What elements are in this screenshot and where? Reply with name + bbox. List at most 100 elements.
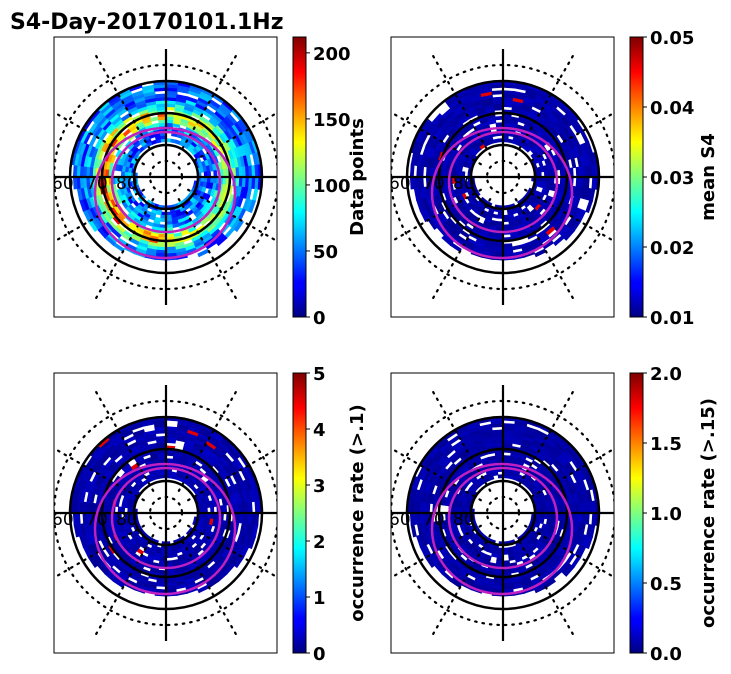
heat-cell: [234, 219, 245, 233]
dotted-meridian: [54, 188, 145, 243]
colorbar-tick-label: 3: [313, 476, 326, 497]
polar-panel-1: 60 70 80 0 50 100 150 200 Data points: [53, 36, 368, 329]
colorbar-tick-label: 0.02: [650, 238, 694, 259]
lat-label: 70: [423, 510, 445, 530]
lat-label: 60: [389, 174, 411, 194]
panel-content: 60 70 80: [54, 49, 277, 305]
colorbar: [629, 36, 644, 318]
heat-cell: [171, 552, 178, 558]
lat-label: 60: [52, 510, 74, 530]
heat-cell: [409, 512, 415, 526]
colorbar-tick-label: 1: [313, 588, 326, 609]
colorbar-label: occurrence rate (>.15): [698, 398, 719, 628]
dotted-meridian: [429, 198, 492, 303]
colorbar-tick-label: 0.03: [650, 168, 694, 189]
panel-content: 60 70 80: [389, 49, 614, 305]
panel-frame: [53, 36, 278, 318]
oval-boundary-outer: [93, 462, 237, 596]
dotted-meridian: [92, 534, 155, 639]
lat-label: 60: [389, 510, 411, 530]
heat-cell: [585, 199, 594, 214]
dotted-meridian: [187, 188, 277, 243]
heat-cell: [248, 535, 257, 550]
heat-cell: [441, 235, 453, 246]
heat-cell: [149, 116, 159, 122]
heat-cell: [585, 512, 590, 525]
heat-cell: [165, 426, 178, 431]
heat-cell: [570, 157, 577, 169]
oval-boundary-inner: [110, 466, 222, 570]
lat-label: 80: [116, 510, 138, 530]
dotted-meridian: [92, 51, 155, 156]
dotted-meridian: [92, 387, 155, 492]
colorbar-tick-label: 4: [313, 420, 326, 441]
heat-cell: [248, 501, 253, 514]
dotted-meridian: [391, 188, 482, 243]
colorbar: [292, 372, 307, 654]
colorbar-tick-label: 0: [313, 308, 326, 329]
colorbar-tick-label: 200: [313, 44, 351, 65]
dotted-meridian: [429, 387, 492, 492]
heat-cell: [222, 504, 228, 514]
dotted-meridian: [177, 534, 240, 639]
heat-cell: [409, 164, 415, 178]
oval-boundary-outer: [93, 126, 237, 260]
heat-cell: [248, 199, 257, 214]
lat-label: 70: [86, 510, 108, 530]
colorbar-label: Data points: [347, 118, 368, 236]
polar-panel-4: 60 70 80 0.0 0.5 1.0 1.5 2.0 occurrence rate (>.…: [389, 364, 719, 665]
polar-panel-2: 60 70 80 0.01 0.02 0.03 0.04 0.05 mean S4: [389, 28, 719, 329]
heat-cell: [416, 165, 421, 178]
heat-cell: [494, 115, 504, 121]
colorbar-tick-label: 0.0: [650, 644, 682, 665]
dotted-meridian: [177, 198, 240, 303]
heat-cell: [410, 524, 417, 538]
colorbar-tick-label: 0.05: [650, 28, 694, 49]
dotted-meridian: [429, 534, 492, 639]
colorbar-tick-label: 0.5: [650, 574, 682, 595]
lat-label: 80: [453, 174, 475, 194]
lat-label: 70: [423, 174, 445, 194]
heat-cell: [491, 429, 504, 435]
lat-label: 80: [116, 174, 138, 194]
heat-cell: [491, 90, 504, 95]
dotted-meridian: [187, 447, 277, 502]
heat-cell: [72, 512, 78, 526]
dotted-meridian: [514, 51, 577, 156]
dotted-meridian: [391, 524, 482, 579]
heat-cell: [502, 90, 515, 95]
heat-cell: [492, 138, 499, 144]
heat-cell: [511, 244, 523, 251]
colorbar-tick-label: 100: [313, 176, 351, 197]
colorbar-tick-label: 150: [313, 110, 351, 131]
panel-content: 60 70 80: [389, 385, 614, 641]
dotted-meridian: [187, 524, 277, 579]
figure-title: S4-Day-20170101.1Hz: [10, 10, 284, 35]
lat-label: 70: [86, 174, 108, 194]
dotted-meridian: [429, 51, 492, 156]
dotted-meridian: [187, 111, 277, 166]
colorbar-tick-label: 0.04: [650, 98, 694, 119]
dotted-meridian: [391, 111, 482, 166]
dotted-meridian: [514, 387, 577, 492]
panel-frame: [53, 372, 278, 654]
dotted-meridian: [524, 111, 614, 166]
heat-cell: [123, 435, 136, 445]
dotted-meridian: [54, 111, 145, 166]
heat-cell: [563, 229, 575, 241]
heat-cell: [585, 535, 594, 550]
panel-frame: [390, 372, 615, 654]
heat-cell: [88, 134, 98, 147]
dotted-meridian: [391, 447, 482, 502]
heat-cell: [409, 176, 415, 190]
lat-label: 80: [453, 510, 475, 530]
panel-frame: [390, 36, 615, 318]
dotted-meridian: [177, 51, 240, 156]
heat-cell: [252, 188, 259, 202]
heat-cell: [585, 176, 590, 189]
dotted-meridian: [177, 387, 240, 492]
heat-cell: [155, 435, 167, 441]
heat-cell: [234, 555, 245, 569]
